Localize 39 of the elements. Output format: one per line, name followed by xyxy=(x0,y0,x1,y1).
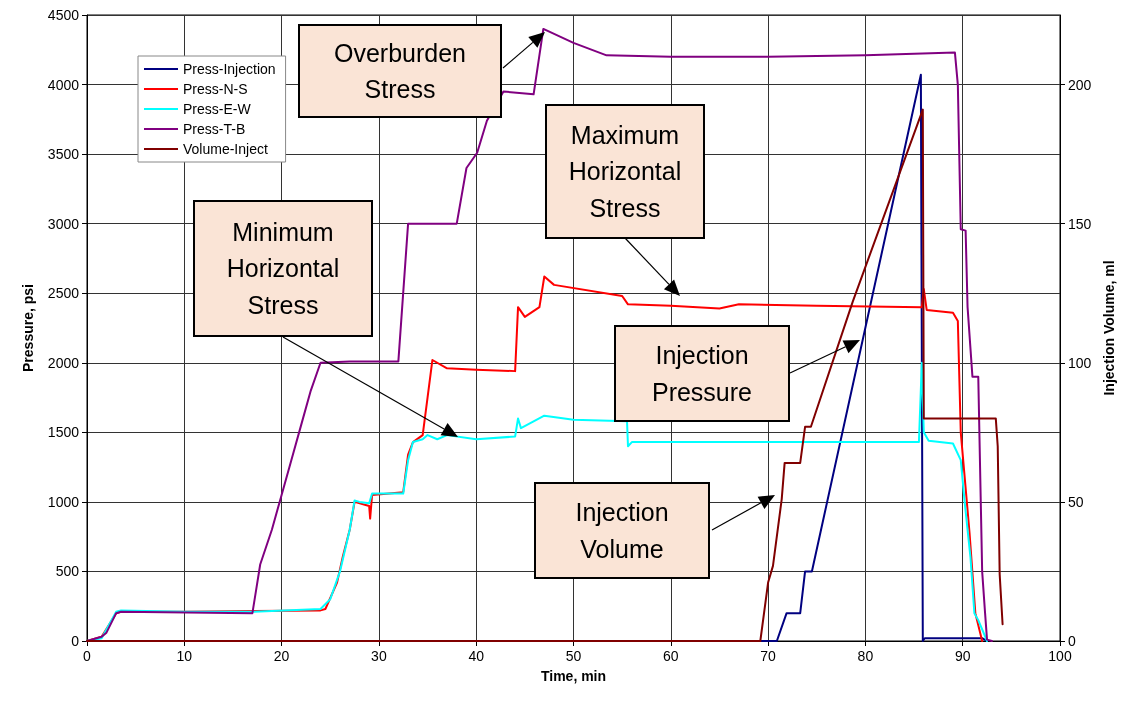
legend-label: Press-T-B xyxy=(183,121,246,137)
x-tick-label: 80 xyxy=(857,648,874,664)
y-tick-label: 1000 xyxy=(47,493,80,510)
y2-tick-label: 150 xyxy=(1068,215,1092,232)
y-tick-label: 3500 xyxy=(47,146,80,163)
callout-box: Injection Volume xyxy=(534,482,710,579)
x-tick-label: 70 xyxy=(760,648,777,664)
y2-tick-label: 50 xyxy=(1068,493,1084,510)
x-tick-label: 60 xyxy=(663,648,679,664)
y2-tick-label: 200 xyxy=(1068,76,1092,93)
y-tick-label: 500 xyxy=(55,563,80,580)
callout-box: Maximum Horizontal Stress xyxy=(545,104,705,239)
y2-tick-label: 0 xyxy=(1068,633,1076,649)
y-tick-label: 2500 xyxy=(47,285,80,302)
x-tick-label: 30 xyxy=(371,648,387,664)
x-tick-label: 50 xyxy=(565,648,582,664)
callout-box: Minimum Horizontal Stress xyxy=(193,200,373,337)
x-tick-label: 90 xyxy=(954,648,971,664)
y-tick-label: 4500 xyxy=(47,7,80,23)
x-tick-label: 0 xyxy=(83,648,92,664)
y-tick-label: 0 xyxy=(71,633,80,649)
y-tick-label: 1500 xyxy=(47,424,80,441)
legend-label: Press-Injection xyxy=(183,61,276,77)
callout-box: Injection Pressure xyxy=(614,325,790,422)
y-axis-title: Pressure, psi xyxy=(20,284,36,372)
y-tick-label: 2000 xyxy=(47,354,80,371)
x-tick-label: 100 xyxy=(1048,648,1072,664)
y-tick-label: 4000 xyxy=(47,76,80,93)
y-tick-label: 3000 xyxy=(47,215,80,232)
x-axis-title: Time, min xyxy=(540,668,607,684)
legend-label: Press-N-S xyxy=(183,81,248,97)
callout-box: Overburden Stress xyxy=(298,24,502,118)
x-tick-label: 20 xyxy=(273,648,290,664)
x-tick-label: 40 xyxy=(468,648,485,664)
legend-label: Volume-Inject xyxy=(183,141,268,157)
x-tick-label: 10 xyxy=(176,648,193,664)
y2-tick-label: 100 xyxy=(1068,354,1092,371)
legend-label: Press-E-W xyxy=(183,101,252,117)
y2-axis-title: Injection Volume, ml xyxy=(1101,260,1118,396)
